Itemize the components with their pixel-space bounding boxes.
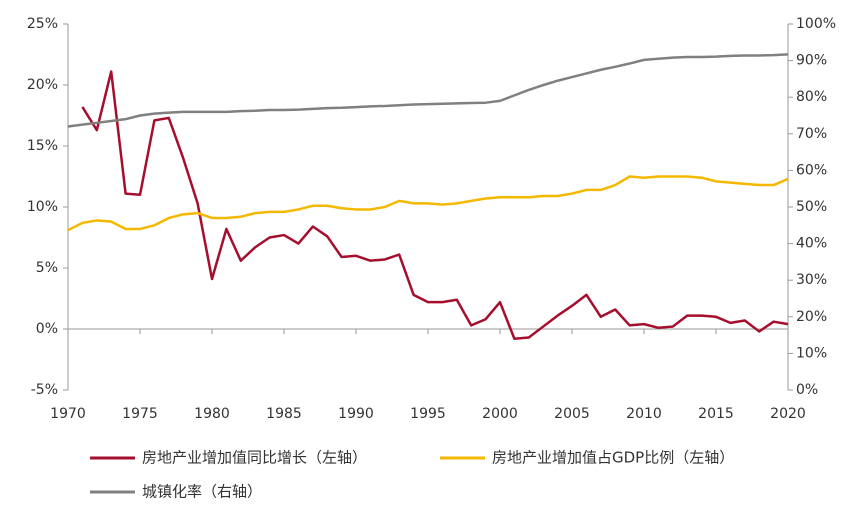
y2-tick-label: 10% xyxy=(796,345,827,361)
y2-tick-label: 20% xyxy=(796,309,827,325)
legend-label: 房地产业增加值占GDP比例（左轴） xyxy=(492,449,734,467)
y-tick-label: 25% xyxy=(27,16,58,32)
x-tick-label: 1970 xyxy=(50,406,86,422)
y-tick-label: 0% xyxy=(36,321,58,337)
x-tick-label: 1985 xyxy=(266,406,302,422)
x-tick-label: 2005 xyxy=(554,406,590,422)
y-tick-label: -5% xyxy=(31,382,58,398)
y2-tick-label: 60% xyxy=(796,162,827,178)
x-tick-label: 2010 xyxy=(626,406,662,422)
y-tick-label: 15% xyxy=(27,138,58,154)
y-tick-label: 5% xyxy=(36,260,58,276)
y2-tick-label: 80% xyxy=(796,89,827,105)
series-line xyxy=(81,70,789,341)
y2-tick-label: 90% xyxy=(796,53,827,69)
x-tick-label: 1990 xyxy=(338,406,374,422)
y2-tick-label: 100% xyxy=(796,16,836,32)
x-tick-label: 2015 xyxy=(698,406,734,422)
y2-tick-label: 70% xyxy=(796,126,827,142)
legend-label: 房地产业增加值同比增长（左轴） xyxy=(142,449,367,467)
series-line xyxy=(67,53,789,128)
y2-tick-label: 0% xyxy=(796,382,818,398)
legend-label: 城镇化率（右轴） xyxy=(142,483,262,501)
y2-tick-label: 40% xyxy=(796,236,827,252)
y2-tick-label: 30% xyxy=(796,272,827,288)
x-tick-label: 1975 xyxy=(122,406,158,422)
y-tick-label: 10% xyxy=(27,199,58,215)
series-line xyxy=(67,175,789,232)
x-tick-label: 1980 xyxy=(194,406,230,422)
y-tick-label: 20% xyxy=(27,77,58,93)
y2-tick-label: 50% xyxy=(796,199,827,215)
x-tick-label: 2000 xyxy=(482,406,518,422)
x-tick-label: 1995 xyxy=(410,406,446,422)
x-tick-label: 2020 xyxy=(770,406,806,422)
